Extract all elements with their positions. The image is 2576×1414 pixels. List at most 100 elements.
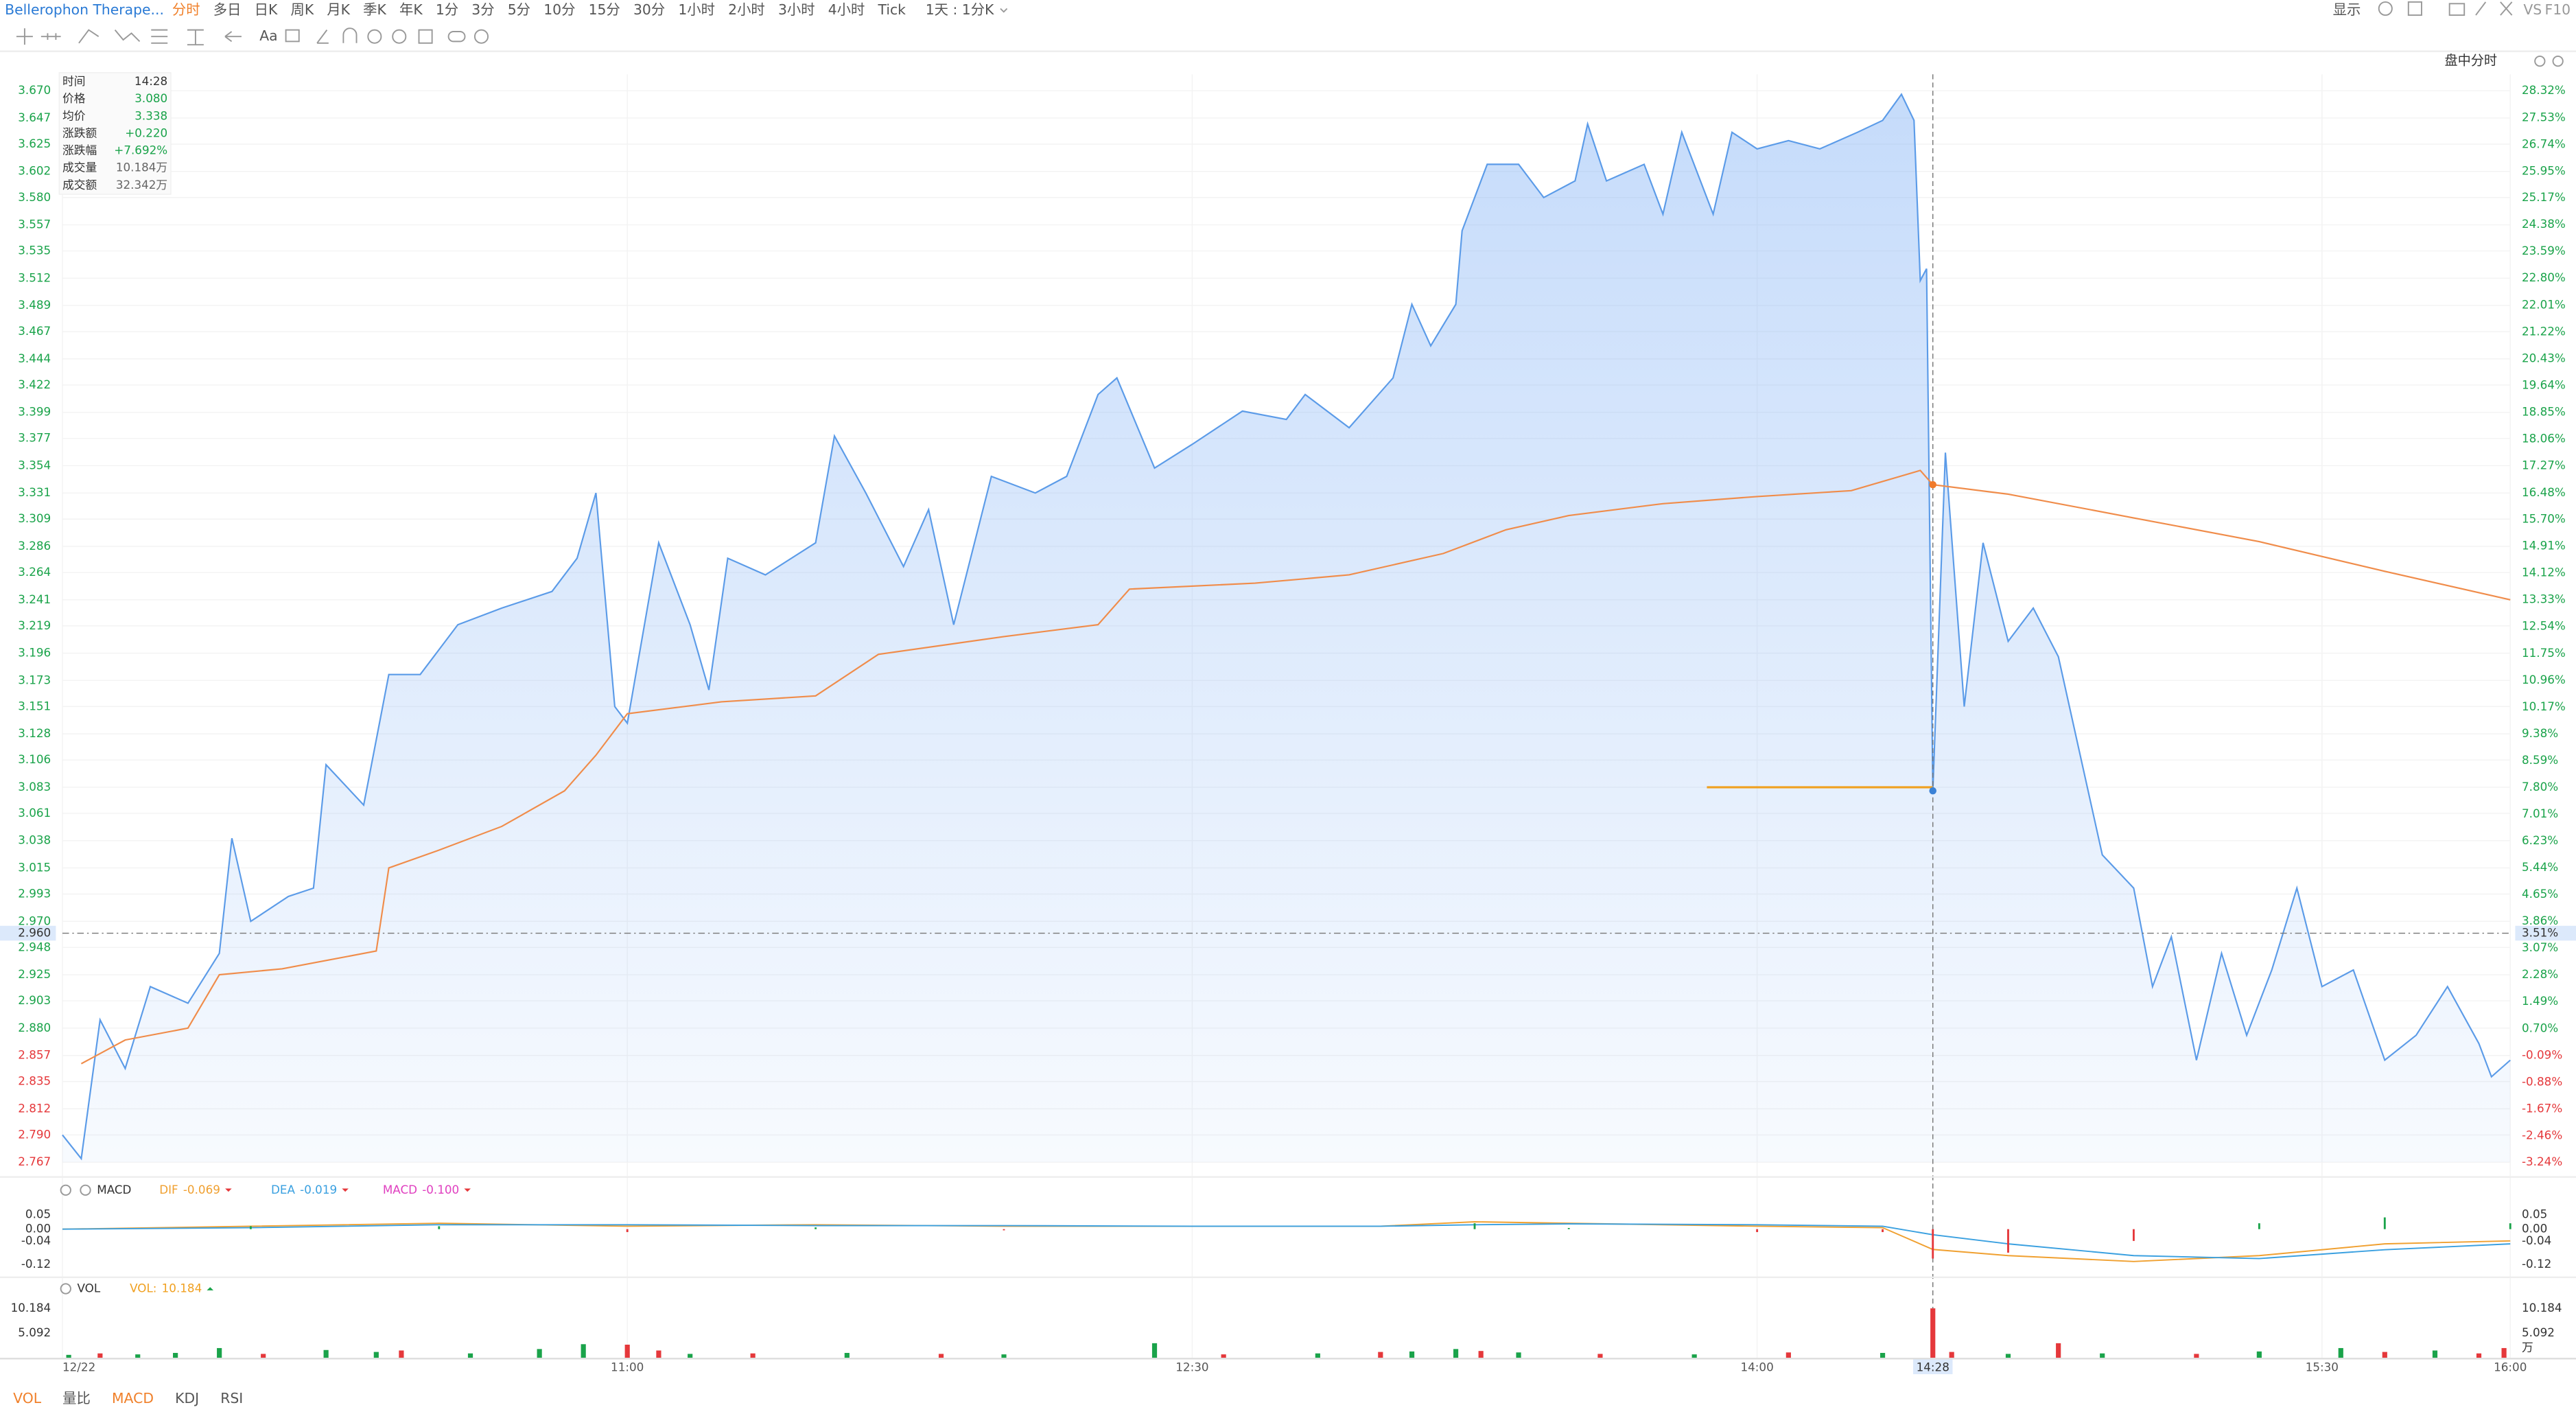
text-tool[interactable]: Aa	[259, 27, 277, 44]
period-tab[interactable]: 分时	[172, 1, 200, 18]
y-tick-label: 3.219	[18, 618, 51, 632]
y-tick-label: 3.106	[18, 752, 51, 766]
icon-line[interactable]	[40, 33, 61, 40]
icon-camera[interactable]	[2448, 3, 2466, 16]
icon-pen[interactable]	[2475, 1, 2487, 16]
top-right-icons	[2378, 1, 2564, 67]
indicator-title[interactable]: VOL	[78, 1282, 101, 1295]
period-tab[interactable]: 1小时	[678, 1, 715, 18]
icon-note[interactable]	[285, 29, 300, 43]
legend-name[interactable]: DIF	[159, 1183, 178, 1196]
period-tab[interactable]: Tick	[878, 1, 906, 18]
icon-refresh[interactable]	[2534, 55, 2546, 67]
legend-name[interactable]: DEA	[271, 1183, 295, 1196]
info-label: 价格	[62, 91, 86, 105]
range-select[interactable]: 1天 : 1分K	[926, 1, 994, 18]
icon-hide[interactable]	[392, 29, 407, 44]
vs-button[interactable]: VS	[2523, 1, 2542, 18]
y-tick-label: 3.309	[18, 511, 51, 525]
macd-bar	[1567, 1227, 1570, 1229]
legend-caret[interactable]	[225, 1188, 232, 1192]
period-tab[interactable]: 年K	[399, 1, 423, 18]
info-value: 3.338	[134, 108, 167, 122]
crosshair-y2-box	[2515, 925, 2576, 941]
icon-move[interactable]	[16, 28, 33, 45]
icon-link[interactable]	[447, 31, 466, 43]
y2-tick-label: 14.12%	[2522, 566, 2566, 579]
y2-tick-label: 9.38%	[2522, 726, 2558, 740]
icon-delete[interactable]	[418, 29, 433, 44]
y2-tick-label: -0.88%	[2522, 1074, 2562, 1088]
icon-close[interactable]	[60, 1283, 71, 1295]
legend-caret[interactable]	[464, 1188, 471, 1192]
volume-bar	[1597, 1354, 1603, 1358]
symbol-name[interactable]: Bellerophon Therape...	[5, 1, 164, 18]
legend-value: 10.184	[162, 1282, 202, 1295]
icon-angle[interactable]	[316, 30, 329, 44]
icon-channel[interactable]	[151, 29, 168, 44]
crosshair-y-box	[0, 925, 56, 941]
y2-tick-label: 0.05	[2522, 1207, 2547, 1220]
y2-tick-label: 3.07%	[2522, 940, 2558, 954]
legend-name[interactable]: MACD	[383, 1183, 417, 1196]
period-tab[interactable]: 10分	[543, 1, 575, 18]
icon-arrow[interactable]	[224, 31, 242, 43]
indicator-tab[interactable]: 量比	[62, 1390, 91, 1406]
indicator-title[interactable]: MACD	[97, 1183, 131, 1196]
y2-tick-label: 28.32%	[2522, 83, 2566, 97]
period-tab[interactable]: 4小时	[828, 1, 865, 18]
macd-bar	[815, 1227, 817, 1229]
icon-magnet[interactable]	[342, 27, 358, 43]
y-tick-label: 3.241	[18, 592, 51, 606]
indicator-tab[interactable]: VOL	[13, 1390, 42, 1406]
display-menu[interactable]: 显示	[2333, 1, 2361, 18]
x-tick-label: 14:00	[1740, 1360, 1773, 1374]
y-tick-label: 3.512	[18, 270, 51, 284]
period-tab[interactable]: 月K	[327, 1, 350, 18]
volume-bar	[750, 1353, 756, 1358]
volume-bar	[2005, 1354, 2011, 1358]
period-tab[interactable]: 2小时	[728, 1, 765, 18]
legend-name[interactable]: VOL:	[130, 1282, 156, 1295]
crosshair-y2-label: 3.51%	[2522, 925, 2558, 939]
y2-tick-label: 16.48%	[2522, 485, 2566, 499]
icon-settings[interactable]	[473, 29, 489, 44]
dropdown-caret[interactable]	[1000, 8, 1008, 13]
y-tick-label: 2.948	[18, 940, 51, 953]
icon-ray[interactable]	[78, 29, 99, 44]
legend-caret[interactable]	[342, 1188, 349, 1192]
indicator-tab[interactable]: MACD	[112, 1390, 154, 1406]
period-tab[interactable]: 日K	[255, 1, 278, 18]
icon-gear[interactable]	[60, 1184, 71, 1196]
period-tab[interactable]: 3分	[471, 1, 494, 18]
indicator-tab[interactable]: RSI	[220, 1390, 243, 1406]
crosshair-x-box	[1912, 1359, 1953, 1375]
indicator-tab[interactable]: KDJ	[175, 1390, 199, 1406]
y-tick-label: 2.970	[18, 914, 51, 927]
period-tab[interactable]: 1分	[436, 1, 458, 18]
y2-tick-label: 10.184	[2522, 1301, 2562, 1314]
period-tab[interactable]: 周K	[290, 1, 314, 18]
period-tab[interactable]: 多日	[213, 1, 242, 18]
mode-label[interactable]: 盘中分时	[2444, 53, 2497, 69]
period-tab[interactable]: 季K	[363, 1, 386, 18]
legend-caret[interactable]	[207, 1287, 214, 1290]
icon-window[interactable]	[2407, 1, 2422, 16]
y2-tick-label: 10.17%	[2522, 699, 2566, 713]
icon-polyline[interactable]	[114, 30, 141, 43]
icon-zoom[interactable]	[2552, 55, 2564, 67]
icon-eye[interactable]	[367, 29, 382, 44]
period-tab[interactable]: 30分	[633, 1, 665, 18]
period-tab[interactable]: 3小时	[778, 1, 815, 18]
y-tick-label: 2.903	[18, 993, 51, 1007]
volume-bar	[373, 1352, 379, 1358]
period-tab[interactable]: 15分	[589, 1, 620, 18]
f10-button[interactable]: F10	[2545, 1, 2571, 18]
icon-fullscreen[interactable]	[2500, 1, 2513, 16]
period-tab[interactable]: 5分	[508, 1, 530, 18]
volume-bar	[2100, 1353, 2105, 1358]
icon-fib[interactable]	[187, 29, 204, 46]
y2-tick-label: 0.00	[2522, 1222, 2547, 1236]
icon-gear[interactable]	[2378, 1, 2393, 16]
icon-close[interactable]	[80, 1184, 91, 1196]
